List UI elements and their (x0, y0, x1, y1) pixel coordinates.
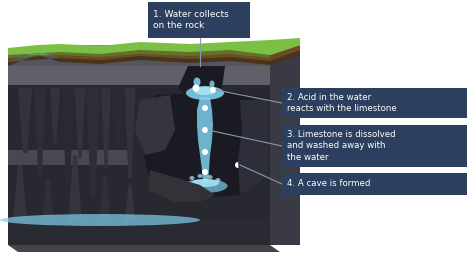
Polygon shape (8, 245, 280, 252)
Circle shape (202, 169, 208, 175)
FancyBboxPatch shape (282, 173, 467, 195)
Polygon shape (34, 88, 46, 173)
Ellipse shape (210, 81, 215, 87)
Text: 1. Water collects
on the rock: 1. Water collects on the rock (153, 10, 229, 30)
Ellipse shape (193, 78, 201, 87)
Polygon shape (135, 95, 175, 155)
Circle shape (235, 162, 241, 168)
Polygon shape (100, 175, 110, 220)
Polygon shape (8, 45, 300, 62)
Ellipse shape (191, 179, 219, 187)
FancyBboxPatch shape (282, 88, 467, 118)
Polygon shape (8, 66, 270, 85)
Polygon shape (42, 180, 54, 220)
Polygon shape (62, 88, 74, 183)
Polygon shape (197, 97, 213, 183)
Text: 4. A cave is formed: 4. A cave is formed (287, 180, 370, 188)
Polygon shape (74, 88, 85, 158)
Polygon shape (8, 38, 300, 55)
Polygon shape (148, 170, 215, 202)
Ellipse shape (194, 87, 216, 95)
Text: 2. Acid in the water
reacts with the limestone: 2. Acid in the water reacts with the lim… (287, 93, 397, 113)
Polygon shape (125, 185, 135, 220)
Text: 3. Limestone is dissolved
and washed away with
the water: 3. Limestone is dissolved and washed awa… (287, 130, 396, 162)
Polygon shape (86, 88, 100, 198)
Polygon shape (238, 100, 268, 195)
Polygon shape (8, 50, 300, 66)
Circle shape (202, 127, 208, 133)
Polygon shape (8, 88, 270, 220)
Polygon shape (112, 88, 124, 148)
Polygon shape (178, 66, 225, 97)
Ellipse shape (190, 176, 194, 180)
Ellipse shape (198, 174, 202, 178)
Polygon shape (142, 92, 268, 198)
Circle shape (210, 87, 216, 93)
Ellipse shape (208, 175, 212, 179)
Polygon shape (69, 155, 82, 220)
FancyBboxPatch shape (282, 125, 467, 167)
Ellipse shape (216, 178, 220, 182)
Ellipse shape (186, 86, 224, 100)
Polygon shape (101, 88, 111, 168)
Polygon shape (125, 88, 136, 178)
Polygon shape (18, 88, 32, 153)
Polygon shape (8, 66, 270, 245)
Circle shape (202, 105, 208, 111)
Polygon shape (8, 150, 130, 165)
Circle shape (202, 149, 208, 155)
Polygon shape (8, 55, 270, 245)
FancyBboxPatch shape (148, 2, 250, 38)
Polygon shape (8, 45, 300, 55)
Polygon shape (8, 50, 270, 58)
Ellipse shape (182, 179, 228, 193)
Polygon shape (13, 165, 27, 220)
Polygon shape (50, 88, 60, 143)
Ellipse shape (0, 214, 200, 226)
Circle shape (192, 84, 200, 92)
Polygon shape (270, 50, 300, 245)
